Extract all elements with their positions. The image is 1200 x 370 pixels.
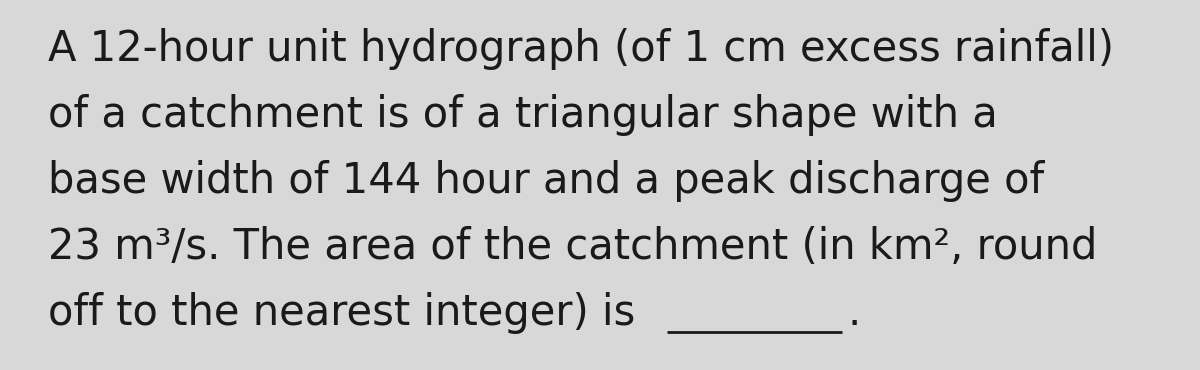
Text: base width of 144 hour and a peak discharge of: base width of 144 hour and a peak discha… xyxy=(48,160,1044,202)
Text: A 12-hour unit hydrograph (of 1 cm excess rainfall): A 12-hour unit hydrograph (of 1 cm exces… xyxy=(48,28,1114,70)
Text: off to the nearest integer) is: off to the nearest integer) is xyxy=(48,292,635,334)
Text: 23 m³/s. The area of the catchment (in km², round: 23 m³/s. The area of the catchment (in k… xyxy=(48,226,1097,268)
Text: off to the nearest integer) is: off to the nearest integer) is xyxy=(48,292,648,334)
Text: .: . xyxy=(847,292,860,334)
Text: of a catchment is of a triangular shape with a: of a catchment is of a triangular shape … xyxy=(48,94,997,136)
